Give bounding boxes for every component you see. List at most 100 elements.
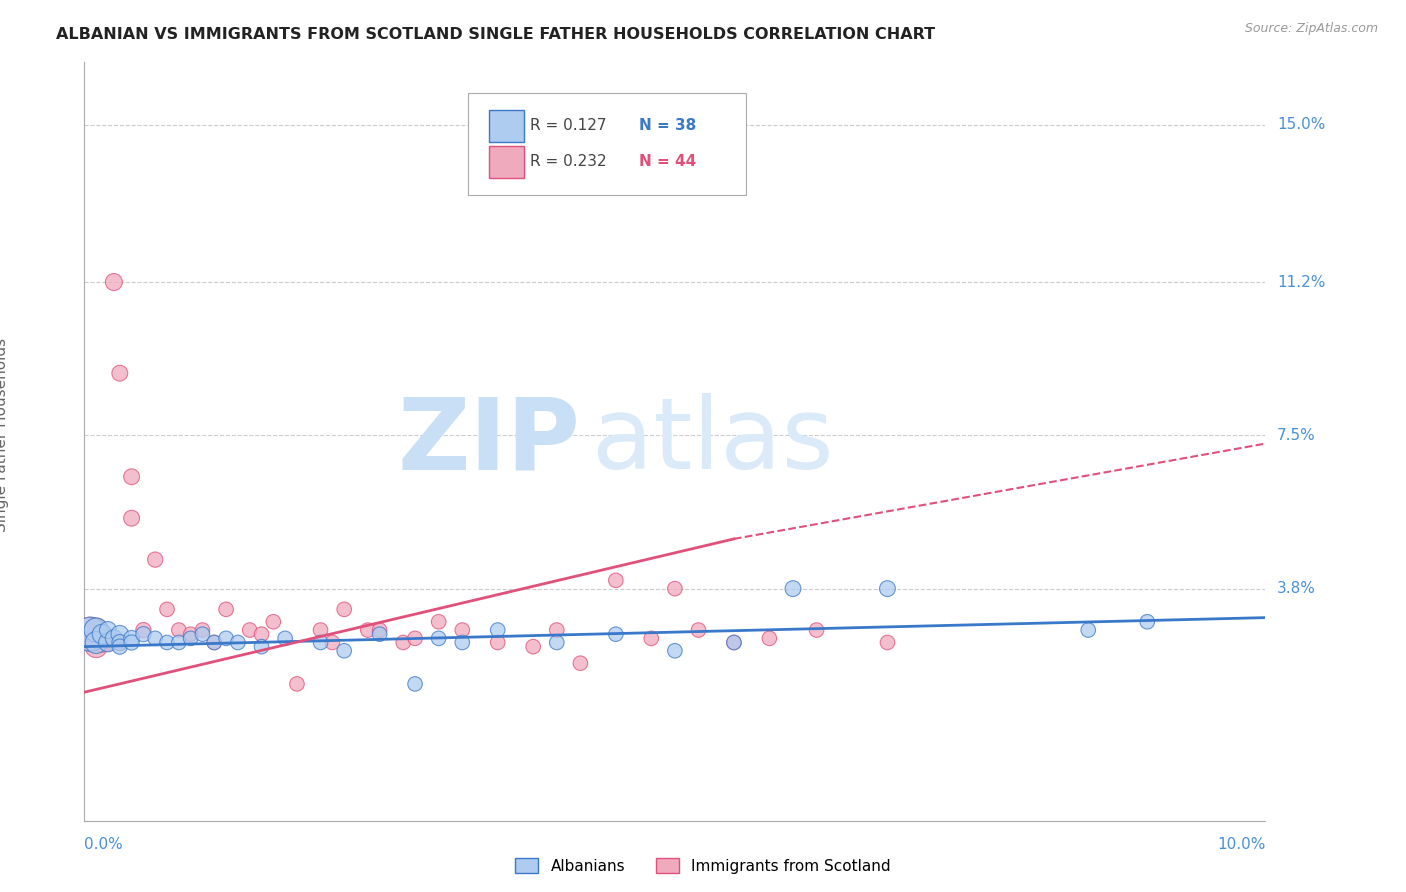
- Point: [274, 632, 297, 646]
- Point: [132, 627, 155, 641]
- Text: atlas: atlas: [592, 393, 834, 490]
- Point: [97, 623, 120, 637]
- Text: Single Father Households: Single Father Households: [0, 338, 10, 533]
- Point: [605, 574, 627, 588]
- Point: [782, 582, 804, 596]
- Point: [156, 602, 179, 616]
- Point: [132, 623, 155, 637]
- Point: [84, 640, 107, 654]
- Point: [108, 366, 131, 380]
- Point: [427, 615, 450, 629]
- Point: [357, 623, 380, 637]
- Point: [1077, 623, 1099, 637]
- Point: [167, 635, 190, 649]
- Point: [108, 635, 131, 649]
- Point: [309, 623, 332, 637]
- Point: [723, 635, 745, 649]
- Point: [121, 511, 143, 525]
- Text: ZIP: ZIP: [398, 393, 581, 490]
- Point: [723, 635, 745, 649]
- Point: [91, 627, 114, 641]
- Point: [108, 640, 131, 654]
- Point: [333, 602, 356, 616]
- Point: [451, 635, 474, 649]
- Point: [191, 623, 214, 637]
- Text: R = 0.232: R = 0.232: [530, 153, 606, 169]
- Text: 10.0%: 10.0%: [1218, 838, 1265, 852]
- FancyBboxPatch shape: [489, 111, 523, 142]
- Point: [333, 644, 356, 658]
- Point: [404, 632, 426, 646]
- Point: [79, 627, 101, 641]
- Point: [143, 552, 166, 566]
- Point: [250, 627, 273, 641]
- Point: [103, 275, 125, 289]
- Text: N = 38: N = 38: [640, 118, 697, 133]
- Point: [103, 632, 125, 646]
- Point: [191, 627, 214, 641]
- Text: ALBANIAN VS IMMIGRANTS FROM SCOTLAND SINGLE FATHER HOUSEHOLDS CORRELATION CHART: ALBANIAN VS IMMIGRANTS FROM SCOTLAND SIN…: [56, 27, 935, 42]
- Point: [1136, 615, 1159, 629]
- Point: [486, 635, 509, 649]
- Point: [309, 635, 332, 649]
- Point: [167, 623, 190, 637]
- Point: [121, 635, 143, 649]
- Point: [664, 582, 686, 596]
- Point: [876, 635, 898, 649]
- Point: [97, 632, 120, 646]
- Point: [321, 635, 343, 649]
- Point: [108, 627, 131, 641]
- Point: [180, 632, 202, 646]
- Point: [143, 632, 166, 646]
- Point: [368, 627, 391, 641]
- Point: [285, 677, 308, 691]
- Point: [250, 640, 273, 654]
- Text: 11.2%: 11.2%: [1277, 275, 1326, 290]
- Point: [605, 627, 627, 641]
- Text: 7.5%: 7.5%: [1277, 428, 1316, 442]
- Text: N = 44: N = 44: [640, 153, 697, 169]
- FancyBboxPatch shape: [489, 145, 523, 178]
- Point: [451, 623, 474, 637]
- Text: 3.8%: 3.8%: [1277, 581, 1316, 596]
- Point: [368, 623, 391, 637]
- Text: 15.0%: 15.0%: [1277, 117, 1326, 132]
- Text: Source: ZipAtlas.com: Source: ZipAtlas.com: [1244, 22, 1378, 36]
- Point: [427, 632, 450, 646]
- Point: [758, 632, 780, 646]
- Point: [226, 635, 249, 649]
- Point: [215, 632, 238, 646]
- Point: [84, 623, 107, 637]
- Text: 0.0%: 0.0%: [84, 838, 124, 852]
- Point: [202, 635, 225, 649]
- Point: [121, 469, 143, 483]
- Legend: Albanians, Immigrants from Scotland: Albanians, Immigrants from Scotland: [509, 852, 897, 880]
- Point: [664, 644, 686, 658]
- Point: [876, 582, 898, 596]
- Point: [262, 615, 284, 629]
- FancyBboxPatch shape: [468, 93, 745, 195]
- Text: R = 0.127: R = 0.127: [530, 118, 606, 133]
- Point: [202, 635, 225, 649]
- Point: [156, 635, 179, 649]
- Point: [404, 677, 426, 691]
- Point: [84, 623, 107, 637]
- Point: [546, 623, 568, 637]
- Point: [121, 632, 143, 646]
- Point: [180, 627, 202, 641]
- Point: [84, 635, 107, 649]
- Point: [97, 635, 120, 649]
- Point: [215, 602, 238, 616]
- Point: [91, 635, 114, 649]
- Point: [569, 656, 592, 670]
- Point: [546, 635, 568, 649]
- Point: [79, 627, 101, 641]
- Point: [108, 635, 131, 649]
- Point: [392, 635, 415, 649]
- Point: [688, 623, 710, 637]
- Point: [486, 623, 509, 637]
- Point: [806, 623, 828, 637]
- Point: [522, 640, 544, 654]
- Point: [239, 623, 262, 637]
- Point: [640, 632, 662, 646]
